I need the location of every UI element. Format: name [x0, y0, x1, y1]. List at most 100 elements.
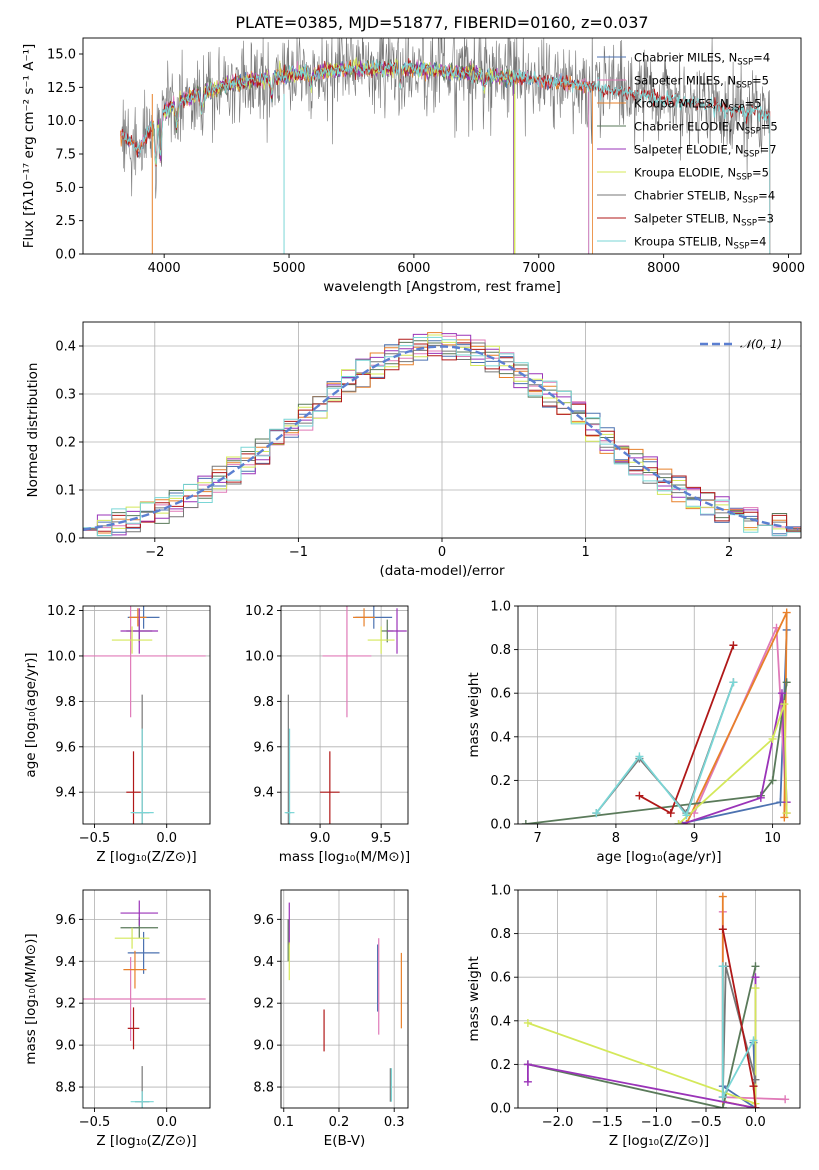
legend-entry-value: 5	[770, 120, 777, 134]
legend-entry-value: 5	[762, 166, 769, 180]
legend-entry-name: Chabrier STELIB, N	[634, 189, 742, 203]
errorbar-point-kroupa-miles	[129, 608, 147, 627]
legend-entry-subscript: SSP	[736, 173, 752, 183]
y-tick-label: 10.0	[47, 114, 76, 129]
spectrum-panel: 4000 5000 6000 7000 8000 9000 0.0 2.5 5.0 7.5 10.0…	[21, 37, 805, 295]
legend-entry-name: Salpeter STELIB, N	[634, 212, 741, 226]
mass-weight-vs-metallicity-panel: −2.0 −1.5 −1.0 −0.5 0.0 0.0 0.2 0.4 0.6 0.8 1.0 Z […	[466, 884, 801, 1149]
legend-entry-salpeter-miles: Salpeter MILES, NSSP=5	[634, 74, 769, 91]
axes-frame	[517, 605, 801, 825]
legend-entry-chabrier-elodie: Chabrier ELODIE, NSSP=5	[634, 120, 778, 137]
x-tick-label: 4000	[148, 261, 181, 276]
mass-weight-marker-salpeter-stelib	[749, 1082, 758, 1091]
histogram-chabrier-stelib	[83, 342, 801, 533]
x-tick-label: 8000	[647, 261, 680, 276]
y-tick-label: 1.0	[490, 600, 511, 615]
y-tick-label: 9.6	[253, 913, 274, 928]
mass-weight-marker-kroupa-stelib	[718, 1093, 727, 1102]
x-tick-label: 2	[725, 545, 733, 560]
mass-weight-marker-kroupa-elodie	[523, 1018, 532, 1027]
plot-area	[521, 608, 791, 824]
y-axis-label: mass weight	[466, 672, 482, 757]
axes-frame	[82, 605, 211, 825]
legend-entry-kroupa-miles: Kroupa MILES, NSSP=5	[634, 97, 761, 114]
x-tick-label: 0.0	[156, 1115, 177, 1130]
x-tick-label: 9	[690, 831, 698, 846]
mass-weight-line-chabrier-elodie	[527, 966, 757, 1108]
axes-frame	[280, 605, 409, 825]
spectrum-line-kroupa-stelib	[121, 59, 771, 254]
x-tick-label: 0.3	[384, 1115, 405, 1130]
y-tick-label: 0.8	[490, 643, 511, 658]
y-tick-label: 0.2	[490, 774, 511, 789]
x-tick-label: 8	[612, 831, 620, 846]
errorbar-point-kroupa-miles	[123, 950, 147, 989]
legend-entry-subscript: SSP	[734, 242, 750, 252]
mass-weight-marker-salpeter-stelib	[666, 809, 675, 818]
legend-entry-name: Chabrier MILES, N	[634, 51, 737, 65]
y-tick-label: 0.3	[55, 388, 76, 403]
x-tick-label: −1	[289, 545, 308, 560]
y-tick-label: 10.0	[47, 649, 76, 664]
plot-area	[83, 332, 801, 537]
y-tick-label: 0.6	[490, 971, 511, 986]
gaussian-legend-label: 𝒩(0, 1)	[740, 337, 782, 351]
legend-entry-subscript: SSP	[744, 150, 760, 160]
errorbar-point-salpeter-stelib	[320, 751, 340, 824]
y-tick-label: 8.8	[55, 1081, 76, 1096]
plot-area	[83, 606, 206, 824]
mass-weight-marker-kroupa-elodie	[674, 820, 683, 824]
y-tick-label: 0.8	[490, 927, 511, 942]
mass-weight-marker-salpeter-stelib	[751, 1104, 760, 1108]
mass-weight-marker-chabrier-elodie	[768, 776, 777, 785]
spectrum-line-salpeter-stelib	[121, 58, 771, 254]
y-tick-label: 9.6	[253, 740, 274, 755]
y-tick-label: 0.1	[55, 484, 76, 499]
axes-frame	[82, 889, 211, 1109]
mass-weight-marker-kroupa-stelib	[718, 962, 727, 971]
legend-entry-value: 4	[768, 189, 775, 203]
gaussian-curve	[83, 345, 799, 531]
x-tick-label: 0	[438, 545, 446, 560]
x-axis-label: Z [log₁₀(Z/Z⊙)]	[96, 1133, 196, 1149]
legend-entry-salpeter-elodie: Salpeter ELODIE, NSSP=7	[634, 143, 777, 160]
x-axis-label: age [log₁₀(age/yr)]	[596, 849, 721, 865]
y-axis-label: Flux [fλ10⁻¹⁷ erg cm⁻² s⁻¹ A⁻¹]	[21, 44, 37, 249]
x-tick-label: −2	[145, 545, 164, 560]
mass-weight-marker-salpeter-stelib	[635, 791, 644, 800]
mass-weight-marker-kroupa-elodie	[751, 984, 760, 993]
mass-weight-line-salpeter-elodie	[682, 693, 788, 824]
x-tick-label: −1.5	[591, 1115, 623, 1130]
y-tick-label: 9.8	[253, 695, 274, 710]
mass-weight-line-kroupa-stelib	[595, 682, 735, 818]
y-tick-label: 9.2	[55, 997, 76, 1012]
legend-entry-value: 5	[762, 74, 769, 88]
mass-weight-marker-chabrier-elodie	[521, 820, 530, 824]
legend-entry-name: Kroupa MILES, N	[634, 97, 729, 111]
x-tick-label: 0.2	[329, 1115, 350, 1130]
y-tick-label: 1.0	[490, 884, 511, 899]
y-tick-label: 9.4	[253, 955, 274, 970]
legend-entry-subscript: SSP	[745, 127, 761, 137]
errorbar-point-salpeter-miles	[322, 606, 372, 718]
mass-weight-marker-kroupa-miles	[718, 892, 727, 901]
histogram-salpeter-elodie	[83, 333, 801, 537]
errorbar-point-salpeter-miles	[83, 957, 206, 1041]
legend-entry-kroupa-elodie: Kroupa ELODIE, NSSP=5	[634, 166, 769, 183]
y-tick-label: 9.0	[55, 1039, 76, 1054]
x-tick-label: 0.1	[273, 1115, 294, 1130]
mass-weight-marker-kroupa-miles	[782, 608, 791, 617]
y-tick-label: 9.6	[55, 740, 76, 755]
errorbar-point-kroupa-stelib	[130, 1091, 154, 1108]
x-tick-label: 9000	[772, 261, 805, 276]
mass-weight-marker-kroupa-stelib	[635, 752, 644, 761]
x-tick-label: 9.5	[371, 831, 392, 846]
legend-entry-value: 3	[767, 212, 774, 226]
y-tick-label: 5.0	[55, 181, 76, 196]
mass-vs-ebv-panel: 0.1 0.2 0.3 8.8 9.0 9.2 9.4 9.6 E(B-V)	[253, 889, 409, 1149]
y-tick-label: 12.5	[47, 81, 76, 96]
x-tick-label: 0.0	[156, 831, 177, 846]
x-tick-label: 0.0	[745, 1115, 766, 1130]
x-tick-label: 6000	[397, 261, 430, 276]
